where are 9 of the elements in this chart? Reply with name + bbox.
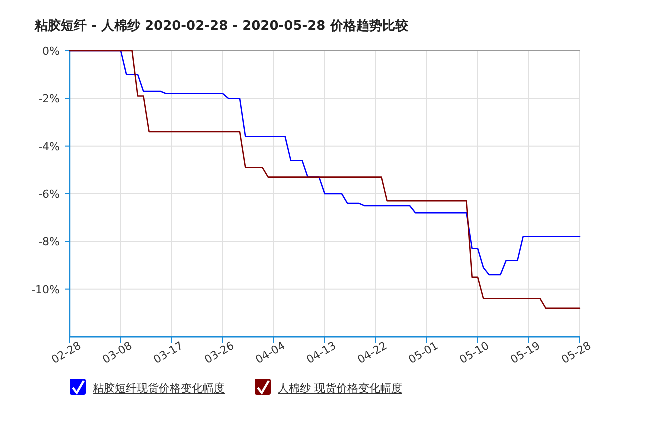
legend-label: 粘胶短纤现货价格变化幅度 <box>93 382 225 395</box>
y-tick-label: -2% <box>38 92 60 106</box>
y-tick-label: -10% <box>32 283 60 296</box>
y-tick-label: 0% <box>42 45 60 58</box>
y-tick-label: -6% <box>38 188 60 201</box>
y-tick-label: -4% <box>38 140 60 154</box>
legend-label: 人棉纱 现货价格变化幅度 <box>278 382 402 395</box>
y-tick-label: -8% <box>38 236 60 249</box>
chart-title: 粘胶短纤 - 人棉纱 2020-02-28 - 2020-05-28 价格趋势比较 <box>34 18 410 34</box>
